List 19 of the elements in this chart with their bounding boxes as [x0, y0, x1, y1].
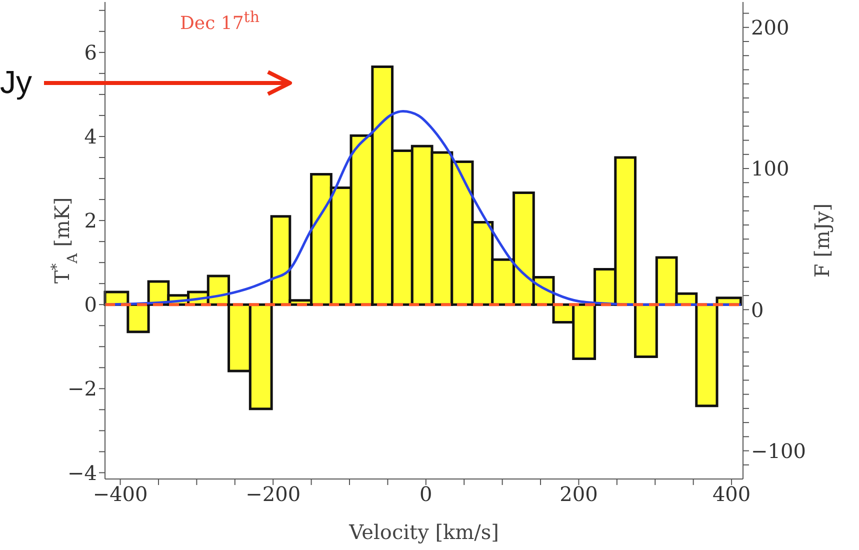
y2-tick-label: 100: [751, 156, 790, 181]
text: Jy: [0, 63, 32, 102]
y2-axis-title: F [mJy]: [810, 203, 834, 278]
annotation: Dec 17$^{th}$: [180, 8, 260, 34]
x-axis-title: Velocity [km/s]: [348, 520, 499, 544]
y2-tick-label: −100: [751, 438, 806, 463]
x-tick-label: −200: [246, 482, 301, 506]
y-tick-label: 4: [84, 124, 97, 149]
y-tick-label: −2: [68, 376, 97, 401]
y-tick-label: −4: [68, 460, 97, 485]
x-tick-label: 200: [560, 482, 598, 506]
x-tick-label: 400: [712, 482, 751, 506]
y-tick-label: 0: [84, 292, 97, 317]
y2-tick-label: 200: [751, 16, 790, 40]
x-tick-label: 0: [420, 482, 432, 506]
x-tick-label: −400: [92, 482, 148, 506]
y-tick-label: 6: [84, 40, 97, 65]
y-tick-label: 2: [84, 208, 97, 233]
y2-tick-label: 0: [751, 298, 764, 322]
